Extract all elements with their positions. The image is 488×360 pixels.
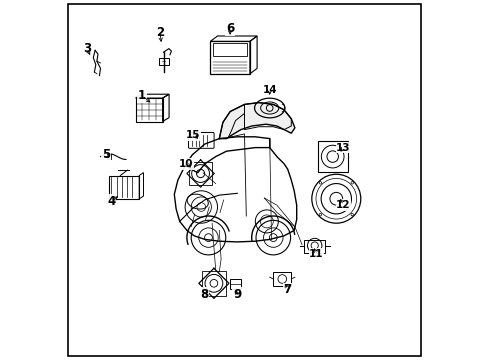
Text: 4: 4	[107, 195, 115, 208]
Text: 5: 5	[102, 148, 110, 161]
Bar	[210, 41, 249, 74]
Bar	[213, 44, 246, 56]
Text: 13: 13	[336, 143, 350, 153]
Text: 8: 8	[200, 288, 208, 301]
Bar	[273, 272, 291, 286]
Bar	[159, 58, 169, 65]
Text: 12: 12	[336, 200, 350, 210]
Text: 6: 6	[225, 22, 234, 35]
Bar	[317, 141, 347, 172]
Text: 3: 3	[82, 42, 91, 55]
Text: 10: 10	[179, 159, 193, 169]
Bar	[229, 279, 241, 289]
Bar	[201, 271, 226, 296]
Text: 7: 7	[283, 283, 291, 296]
Bar	[107, 154, 111, 159]
Bar	[108, 176, 139, 199]
Bar	[303, 240, 325, 253]
Text: 15: 15	[186, 130, 200, 140]
Bar	[135, 98, 163, 122]
Text: 11: 11	[308, 249, 323, 259]
Bar	[188, 162, 212, 185]
Text: 1: 1	[138, 89, 145, 102]
Polygon shape	[219, 103, 294, 139]
Text: 9: 9	[233, 288, 241, 301]
Text: 2: 2	[156, 26, 163, 39]
Text: 14: 14	[262, 85, 276, 95]
